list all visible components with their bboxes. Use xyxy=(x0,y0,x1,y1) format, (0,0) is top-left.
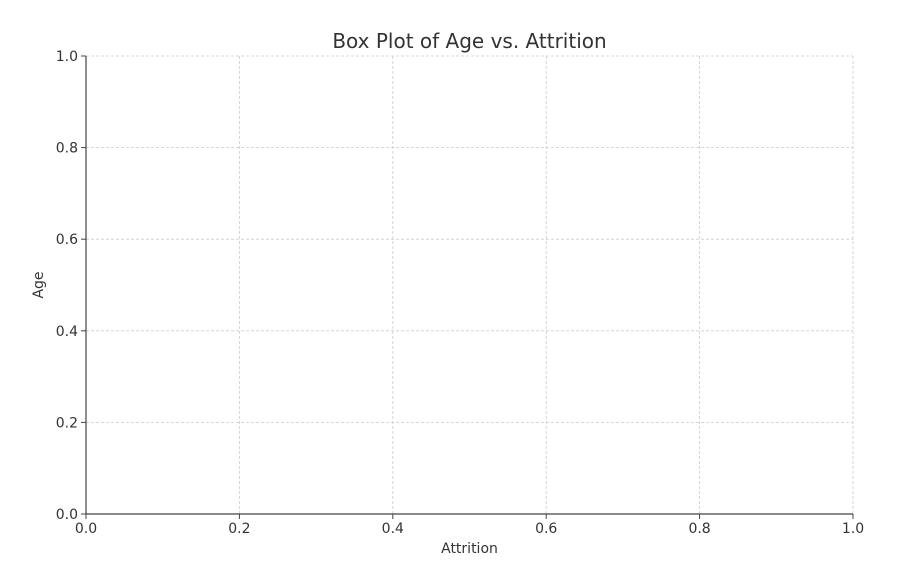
x-axis-label: Attrition xyxy=(441,541,498,557)
y-ticks: 0.0 0.2 0.4 0.6 0.8 1.0 xyxy=(56,49,86,523)
x-tick-label: 0.8 xyxy=(688,521,710,537)
y-tick-label: 0.6 xyxy=(56,232,78,248)
x-tick-label: 0.6 xyxy=(535,521,557,537)
y-tick-label: 0.8 xyxy=(56,141,78,157)
x-tick-label: 1.0 xyxy=(842,521,864,537)
x-tick-label: 0.4 xyxy=(382,521,404,537)
y-tick-label: 1.0 xyxy=(56,49,78,65)
grid xyxy=(85,55,854,515)
x-tick-label: 0.2 xyxy=(228,521,250,537)
y-tick-label: 0.4 xyxy=(56,324,78,340)
y-axis-label: Age xyxy=(31,271,47,298)
y-tick-label: 0.2 xyxy=(56,415,78,431)
chart-title: Box Plot of Age vs. Attrition xyxy=(332,29,606,53)
x-tick-label: 0.0 xyxy=(75,521,97,537)
axes xyxy=(85,56,853,515)
y-tick-label: 0.0 xyxy=(56,507,78,523)
x-ticks: 0.0 0.2 0.4 0.6 0.8 1.0 xyxy=(75,514,864,537)
